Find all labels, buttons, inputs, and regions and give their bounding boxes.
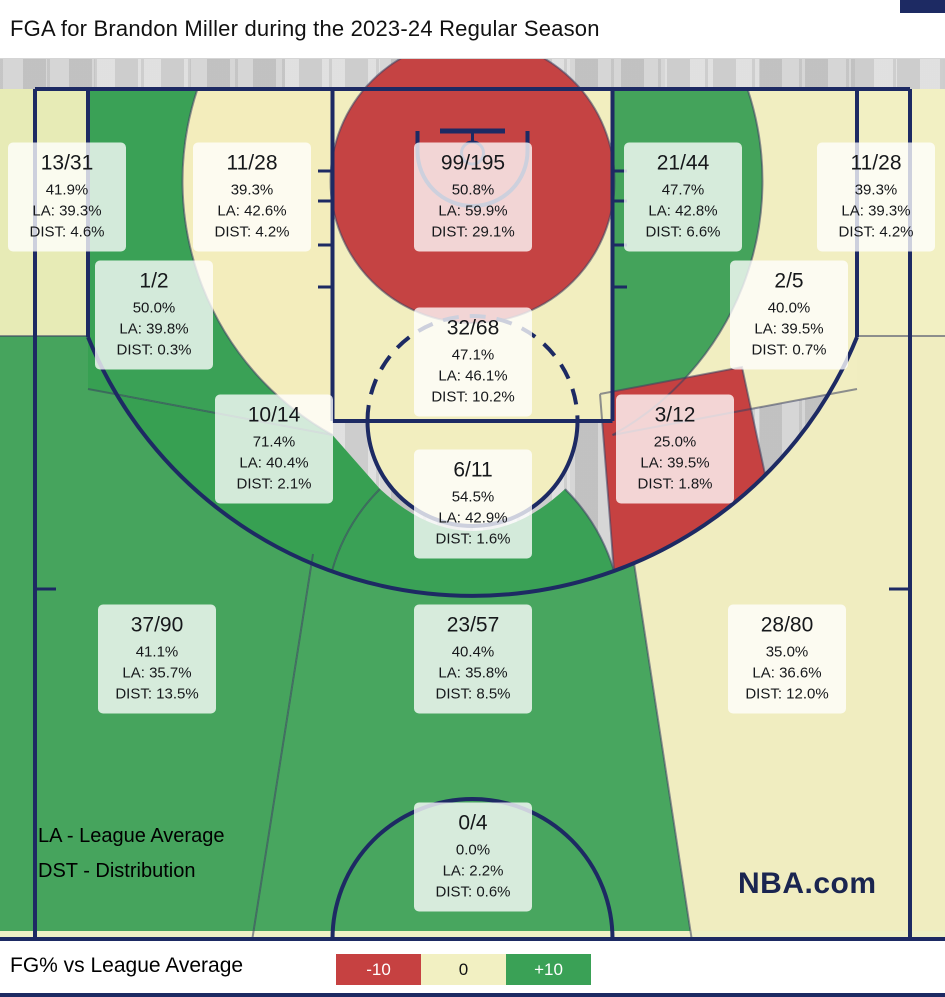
zone-stat-box-midrange-lower-right: 3/12 25.0% LA: 39.5% DIST: 1.8% xyxy=(616,394,734,504)
abbr-league-average: LA - League Average xyxy=(38,825,225,847)
zone-distribution: DIST: 0.3% xyxy=(116,341,192,359)
legend-stop--10: -10 xyxy=(336,954,421,985)
zone-stat-box-midrange-upper-right: 21/44 47.7% LA: 42.8% DIST: 6.6% xyxy=(624,142,742,252)
zone-stat-box-above-break-3-right: 28/80 35.0% LA: 36.6% DIST: 12.0% xyxy=(728,604,846,714)
bottom-accent-bar xyxy=(0,993,945,997)
zone-distribution: DIST: 0.6% xyxy=(435,883,511,901)
zone-made-attempts: 1/2 xyxy=(139,269,169,293)
legend-label: FG% vs League Average xyxy=(10,954,244,977)
zone-fg-pct: 39.3% xyxy=(230,181,274,199)
zone-stat-box-left-corner-3: 13/31 41.9% LA: 39.3% DIST: 4.6% xyxy=(8,142,126,252)
zone-made-attempts: 13/31 xyxy=(40,151,94,175)
zone-made-attempts: 28/80 xyxy=(760,613,814,637)
zone-fg-pct: 47.1% xyxy=(451,346,495,364)
zone-distribution: DIST: 2.1% xyxy=(236,475,312,493)
zone-fg-pct: 25.0% xyxy=(653,433,697,451)
zone-distribution: DIST: 29.1% xyxy=(431,223,515,241)
zone-made-attempts: 2/5 xyxy=(774,269,804,293)
zone-fg-pct: 39.3% xyxy=(854,181,898,199)
zone-league-average: LA: 42.9% xyxy=(438,509,508,527)
zone-league-average: LA: 35.8% xyxy=(438,664,508,682)
zone-fill-above-break-3-center xyxy=(252,554,692,941)
header: FGA for Brandon Miller during the 2023-2… xyxy=(0,0,945,58)
corner-accent-block xyxy=(900,0,945,13)
zone-league-average: LA: 40.4% xyxy=(239,454,309,472)
zone-made-attempts: 11/28 xyxy=(226,151,278,175)
zone-made-attempts: 23/57 xyxy=(446,613,500,637)
zone-stat-box-midrange-upper-left: 11/28 39.3% LA: 42.6% DIST: 4.2% xyxy=(193,142,311,252)
zone-made-attempts: 32/68 xyxy=(446,316,500,340)
zone-stat-box-midrange-right-wing: 2/5 40.0% LA: 39.5% DIST: 0.7% xyxy=(730,260,848,370)
zone-league-average: LA: 39.3% xyxy=(841,202,911,220)
zone-distribution: DIST: 0.7% xyxy=(751,341,827,359)
zone-made-attempts: 11/28 xyxy=(850,151,902,175)
zone-fg-pct: 54.5% xyxy=(451,488,495,506)
zone-league-average: LA: 35.7% xyxy=(122,664,192,682)
zone-league-average: LA: 42.8% xyxy=(648,202,718,220)
zone-stat-box-midrange-left-wing: 1/2 50.0% LA: 39.8% DIST: 0.3% xyxy=(95,260,213,370)
zone-made-attempts: 10/14 xyxy=(247,403,301,427)
zone-league-average: LA: 46.1% xyxy=(438,367,508,385)
shot-chart: 99/195 50.8% LA: 59.9% DIST: 29.1% 32/68 47.1… xyxy=(0,58,945,941)
zone-distribution: DIST: 10.2% xyxy=(431,388,515,406)
zone-fg-pct: 40.0% xyxy=(767,299,811,317)
zone-made-attempts: 21/44 xyxy=(656,151,710,175)
zone-made-attempts: 99/195 xyxy=(440,151,506,175)
zone-stat-box-midrange-center: 6/11 54.5% LA: 42.9% DIST: 1.6% xyxy=(414,449,532,559)
zone-fg-pct: 71.4% xyxy=(252,433,296,451)
zone-stat-box-above-break-3-center: 23/57 40.4% LA: 35.8% DIST: 8.5% xyxy=(414,604,532,714)
zone-fg-pct: 0.0% xyxy=(455,841,491,859)
zone-league-average: LA: 39.5% xyxy=(640,454,710,472)
zone-stat-box-backcourt: 0/4 0.0% LA: 2.2% DIST: 0.6% xyxy=(414,802,532,912)
zone-league-average: LA: 42.6% xyxy=(217,202,287,220)
zone-league-average: LA: 2.2% xyxy=(442,862,504,880)
legend-swatches: -10 0 +10 xyxy=(336,954,591,985)
zone-distribution: DIST: 1.8% xyxy=(637,475,713,493)
zone-fg-pct: 47.7% xyxy=(661,181,705,199)
zone-distribution: DIST: 1.6% xyxy=(435,530,511,548)
color-scale-legend: FG% vs League Average -10 0 +10 xyxy=(0,941,945,997)
zone-distribution: DIST: 12.0% xyxy=(745,685,829,703)
zone-boxes-layer: 99/195 50.8% LA: 59.9% DIST: 29.1% 32/68 47.1… xyxy=(0,59,945,941)
zone-league-average: LA: 39.3% xyxy=(32,202,102,220)
zone-stat-box-paint-non-ra: 32/68 47.1% LA: 46.1% DIST: 10.2% xyxy=(414,307,532,417)
zone-league-average: LA: 36.6% xyxy=(752,664,822,682)
zone-fg-pct: 41.1% xyxy=(135,643,179,661)
zone-made-attempts: 37/90 xyxy=(130,613,184,637)
zone-distribution: DIST: 4.2% xyxy=(838,223,914,241)
zone-distribution: DIST: 6.6% xyxy=(645,223,721,241)
zone-league-average: LA: 39.5% xyxy=(754,320,824,338)
three-point-arc xyxy=(86,336,859,598)
legend-stop-+10: +10 xyxy=(506,954,591,985)
zone-distribution: DIST: 4.6% xyxy=(29,223,105,241)
abbreviation-legend: LA - League Average DST - Distribution xyxy=(38,819,224,889)
zone-made-attempts: 0/4 xyxy=(458,811,488,835)
legend-stop-0: 0 xyxy=(421,954,506,985)
zone-stat-box-above-break-3-left: 37/90 41.1% LA: 35.7% DIST: 13.5% xyxy=(98,604,216,714)
zone-fg-pct: 35.0% xyxy=(765,643,809,661)
zone-fg-pct: 50.0% xyxy=(132,299,176,317)
zone-distribution: DIST: 4.2% xyxy=(214,223,290,241)
zone-stat-box-restricted-area: 99/195 50.8% LA: 59.9% DIST: 29.1% xyxy=(414,142,532,252)
zone-stat-box-right-corner-3: 11/28 39.3% LA: 39.3% DIST: 4.2% xyxy=(817,142,935,252)
court-lines xyxy=(0,87,945,941)
zone-league-average: LA: 59.9% xyxy=(438,202,508,220)
page-title: FGA for Brandon Miller during the 2023-2… xyxy=(10,16,600,41)
zone-fg-pct: 50.8% xyxy=(451,181,495,199)
zone-fg-pct: 41.9% xyxy=(45,181,89,199)
abbr-distribution: DST - Distribution xyxy=(38,860,196,882)
zone-made-attempts: 3/12 xyxy=(654,403,696,427)
zone-distribution: DIST: 13.5% xyxy=(115,685,199,703)
paint-lane-lines xyxy=(330,89,615,423)
zone-stat-box-midrange-lower-left: 10/14 71.4% LA: 40.4% DIST: 2.1% xyxy=(215,394,333,504)
zone-fg-pct: 40.4% xyxy=(451,643,495,661)
lane-hash-marks xyxy=(318,169,627,289)
zone-made-attempts: 6/11 xyxy=(453,458,493,482)
nba-watermark: NBA.com xyxy=(738,867,877,900)
zone-distribution: DIST: 8.5% xyxy=(435,685,511,703)
zone-league-average: LA: 39.8% xyxy=(119,320,189,338)
